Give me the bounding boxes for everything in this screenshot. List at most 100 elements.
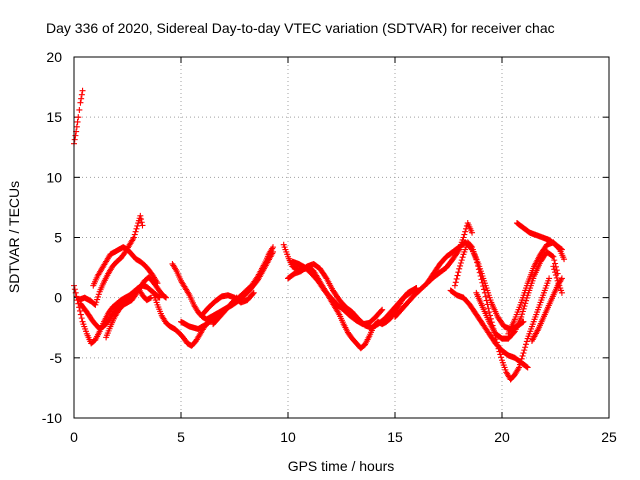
data-point xyxy=(520,305,527,312)
data-point xyxy=(519,311,526,318)
data-point xyxy=(458,257,465,264)
data-point xyxy=(552,269,559,276)
data-point xyxy=(476,269,483,276)
y-tick-label: 15 xyxy=(46,109,62,125)
plot-frame xyxy=(73,56,610,419)
data-point xyxy=(379,306,386,313)
data-point xyxy=(76,307,83,314)
data-point xyxy=(335,310,342,317)
y-tick-label: 10 xyxy=(46,169,62,185)
data-point xyxy=(95,291,102,298)
data-point xyxy=(519,308,526,315)
data-point xyxy=(522,300,529,307)
data-point xyxy=(515,365,522,372)
data-point xyxy=(455,269,462,276)
data-point xyxy=(483,297,490,304)
data-point xyxy=(523,297,530,304)
data-point xyxy=(78,95,85,102)
x-tick-label: 5 xyxy=(177,429,185,445)
series-arc-d xyxy=(75,212,146,308)
series-arc-j xyxy=(210,244,277,328)
data-point xyxy=(469,229,476,236)
data-point xyxy=(250,289,257,296)
data-point xyxy=(378,307,385,314)
data-point xyxy=(523,363,530,370)
y-axis-ticks: -10 -5 0 5 10 15 20 xyxy=(42,49,609,426)
data-point xyxy=(94,296,101,303)
data-point xyxy=(552,272,559,279)
data-point xyxy=(551,266,558,273)
data-point xyxy=(480,283,487,290)
data-point xyxy=(516,364,523,371)
data-point xyxy=(558,275,565,282)
data-point xyxy=(468,243,475,250)
data-point xyxy=(249,290,256,297)
data-point xyxy=(550,263,557,270)
data-point xyxy=(553,274,560,281)
series-arc-k xyxy=(199,289,257,318)
x-tick-label: 25 xyxy=(601,429,617,445)
x-axis-ticks: 0 5 10 15 20 25 xyxy=(70,57,617,445)
data-point xyxy=(138,219,145,226)
x-tick-label: 0 xyxy=(70,429,78,445)
data-point xyxy=(451,282,458,289)
series-arc-f xyxy=(103,274,170,341)
data-point xyxy=(561,256,568,263)
y-tick-label: 0 xyxy=(54,290,62,306)
data-point xyxy=(71,286,78,293)
y-tick-label: -5 xyxy=(50,350,63,366)
data-point xyxy=(93,299,100,306)
series-arc-e xyxy=(90,244,161,289)
data-point xyxy=(134,222,141,229)
series-arc-p xyxy=(424,239,527,332)
series-arc-l xyxy=(280,241,420,352)
chart-title: Day 336 of 2020, Sidereal Day-to-day VTE… xyxy=(46,20,555,36)
grid-lines xyxy=(74,57,609,418)
data-point xyxy=(133,225,140,232)
data-point xyxy=(172,266,179,273)
series-arc-c xyxy=(77,285,155,332)
data-point xyxy=(558,245,565,252)
data-point xyxy=(459,254,466,261)
data-point xyxy=(558,289,565,296)
series-arc-i xyxy=(178,248,277,332)
data-point xyxy=(457,262,464,269)
data-point xyxy=(77,99,84,106)
data-point xyxy=(79,87,86,94)
data-point xyxy=(473,256,480,263)
data-point xyxy=(131,231,138,238)
data-point xyxy=(162,293,169,300)
data-point xyxy=(474,259,481,266)
data-point xyxy=(549,253,556,260)
data-point xyxy=(454,272,461,279)
data-point xyxy=(520,318,527,325)
data-point xyxy=(481,286,488,293)
data-point xyxy=(78,315,85,322)
x-tick-label: 15 xyxy=(387,429,403,445)
data-point xyxy=(76,106,83,113)
data-point xyxy=(270,244,277,251)
data-point xyxy=(155,293,162,300)
data-point xyxy=(462,228,469,235)
data-point xyxy=(551,257,558,264)
data-point xyxy=(524,364,531,371)
data-point xyxy=(74,118,81,125)
data-point xyxy=(522,341,529,348)
data-point xyxy=(77,311,84,318)
data-point xyxy=(73,123,80,130)
data-point xyxy=(558,246,565,253)
data-point xyxy=(519,319,526,326)
data-point xyxy=(163,294,170,301)
x-tick-label: 20 xyxy=(494,429,510,445)
data-point xyxy=(475,262,482,269)
series-arc-n xyxy=(289,258,386,328)
data-point xyxy=(71,136,78,143)
data-point xyxy=(132,228,139,235)
data-point xyxy=(78,91,85,98)
data-point xyxy=(130,235,137,242)
data-point xyxy=(477,273,484,280)
x-tick-label: 10 xyxy=(280,429,296,445)
data-point xyxy=(139,222,146,229)
data-point xyxy=(478,276,485,283)
